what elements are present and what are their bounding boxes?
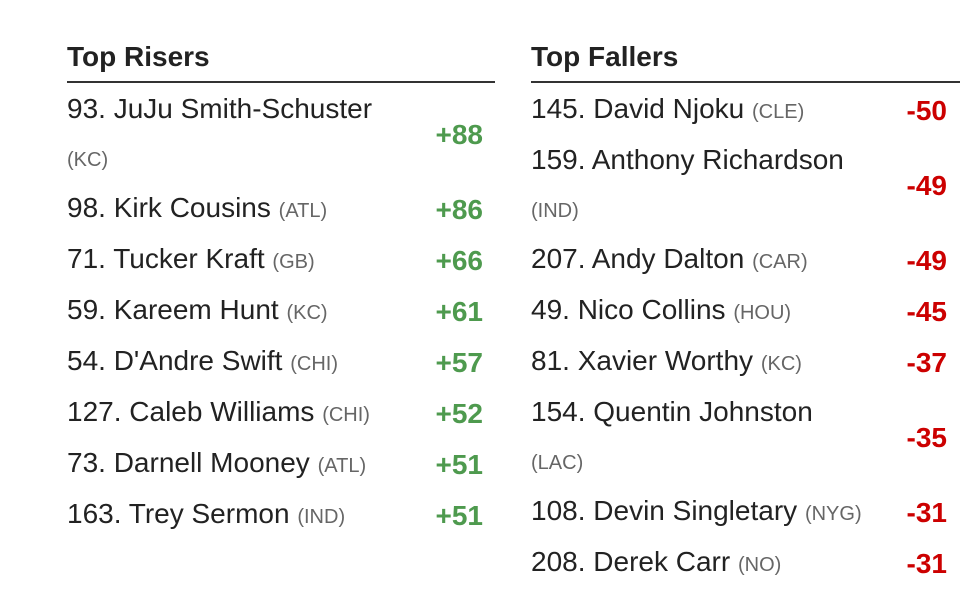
rank-change: -49 [906,244,947,276]
player-row: 73. Darnell Mooney (ATL) +51 [67,439,483,490]
player-row: 98. Kirk Cousins (ATL) +86 [67,184,483,235]
player-name: 71. Tucker Kraft [67,243,265,274]
player-cell: 208. Derek Carr (NO) [531,538,871,589]
player-team: (KC) [67,149,109,171]
player-team: (KC) [760,353,802,375]
player-row: 127. Caleb Williams (CHI) +52 [67,388,483,439]
player-cell: 163. Trey Sermon (IND) [67,490,387,541]
rank-change: -37 [906,346,947,378]
player-team: (NYG) [804,503,862,525]
player-cell: 145. David Njoku (CLE) [531,85,871,136]
risers-panel: Top Risers 93. JuJu Smith-Schuster (KC) +… [67,38,495,541]
player-name: 159. Anthony Richardson [531,144,844,175]
rank-change: +51 [435,448,484,480]
player-row: 159. Anthony Richardson (IND) -49 [531,136,947,235]
player-cell: 73. Darnell Mooney (ATL) [67,439,387,490]
player-name: 145. David Njoku [531,93,745,124]
rank-change: -45 [906,295,947,327]
player-row: 145. David Njoku (CLE) -50 [531,85,947,136]
player-name: 208. Derek Carr [531,546,731,577]
player-row: 59. Kareem Hunt (KC) +61 [67,286,483,337]
player-name: 54. D'Andre Swift [67,345,283,376]
rank-change: +52 [435,397,484,429]
player-team: (CHI) [290,353,338,375]
player-row: 163. Trey Sermon (IND) +51 [67,490,483,541]
player-cell: 81. Xavier Worthy (KC) [531,337,871,388]
player-cell: 159. Anthony Richardson (IND) [531,136,871,235]
player-team: (LAC) [531,452,584,474]
player-row: 93. JuJu Smith-Schuster (KC) +88 [67,85,483,184]
rank-change: -49 [906,169,947,201]
player-row: 154. Quentin Johnston (LAC) -35 [531,388,947,487]
player-name: 154. Quentin Johnston [531,396,813,427]
player-cell: 71. Tucker Kraft (GB) [67,235,387,286]
player-team: (CHI) [322,404,370,426]
player-name: 108. Devin Singletary [531,495,798,526]
player-row: 54. D'Andre Swift (CHI) +57 [67,337,483,388]
player-team: (ATL) [317,455,367,477]
rank-change: +61 [435,295,484,327]
player-row: 81. Xavier Worthy (KC) -37 [531,337,947,388]
player-name: 73. Darnell Mooney [67,447,310,478]
rank-change: -31 [906,547,947,579]
player-row: 208. Derek Carr (NO) -31 [531,538,947,589]
rank-change: -50 [906,94,947,126]
player-cell: 49. Nico Collins (HOU) [531,286,871,337]
player-team: (HOU) [733,302,792,324]
player-cell: 59. Kareem Hunt (KC) [67,286,387,337]
rank-change: -31 [906,496,947,528]
player-team: (IND) [297,506,346,528]
player-cell: 154. Quentin Johnston (LAC) [531,388,871,487]
player-row: 207. Andy Dalton (CAR) -49 [531,235,947,286]
player-team: (CLE) [752,101,805,123]
rank-change: -35 [906,421,947,453]
player-team: (NO) [737,554,782,576]
player-team: (GB) [272,251,315,273]
fallers-panel: Top Fallers 145. David Njoku (CLE) -50 159… [531,38,960,589]
player-name: 81. Xavier Worthy [531,345,754,376]
panel-title: Top Risers [67,38,495,83]
player-name: 49. Nico Collins [531,294,726,325]
player-cell: 98. Kirk Cousins (ATL) [67,184,387,235]
player-name: 127. Caleb Williams [67,396,315,427]
rank-change: +88 [435,118,484,150]
player-team: (CAR) [752,251,808,273]
player-name: 59. Kareem Hunt [67,294,279,325]
player-row: 108. Devin Singletary (NYG) -31 [531,487,947,538]
player-name: 207. Andy Dalton [531,243,745,274]
player-cell: 207. Andy Dalton (CAR) [531,235,871,286]
player-name: 98. Kirk Cousins [67,192,271,223]
rank-change: +66 [435,244,484,276]
player-name: 93. JuJu Smith-Schuster [67,93,373,124]
rank-change: +57 [435,346,484,378]
player-team: (IND) [531,200,579,222]
player-cell: 127. Caleb Williams (CHI) [67,388,387,439]
rank-change: +51 [435,499,484,531]
player-row: 49. Nico Collins (HOU) -45 [531,286,947,337]
player-cell: 93. JuJu Smith-Schuster (KC) [67,85,387,184]
player-team: (ATL) [278,200,328,222]
rank-change: +86 [435,193,484,225]
player-cell: 54. D'Andre Swift (CHI) [67,337,387,388]
player-name: 163. Trey Sermon [67,498,290,529]
fallers-table: 145. David Njoku (CLE) -50 159. Anthony Ri… [531,85,947,589]
player-row: 71. Tucker Kraft (GB) +66 [67,235,483,286]
player-team: (KC) [286,302,328,324]
risers-table: 93. JuJu Smith-Schuster (KC) +88 98. Kirk … [67,85,483,541]
player-cell: 108. Devin Singletary (NYG) [531,487,871,538]
panel-title: Top Fallers [531,38,960,83]
